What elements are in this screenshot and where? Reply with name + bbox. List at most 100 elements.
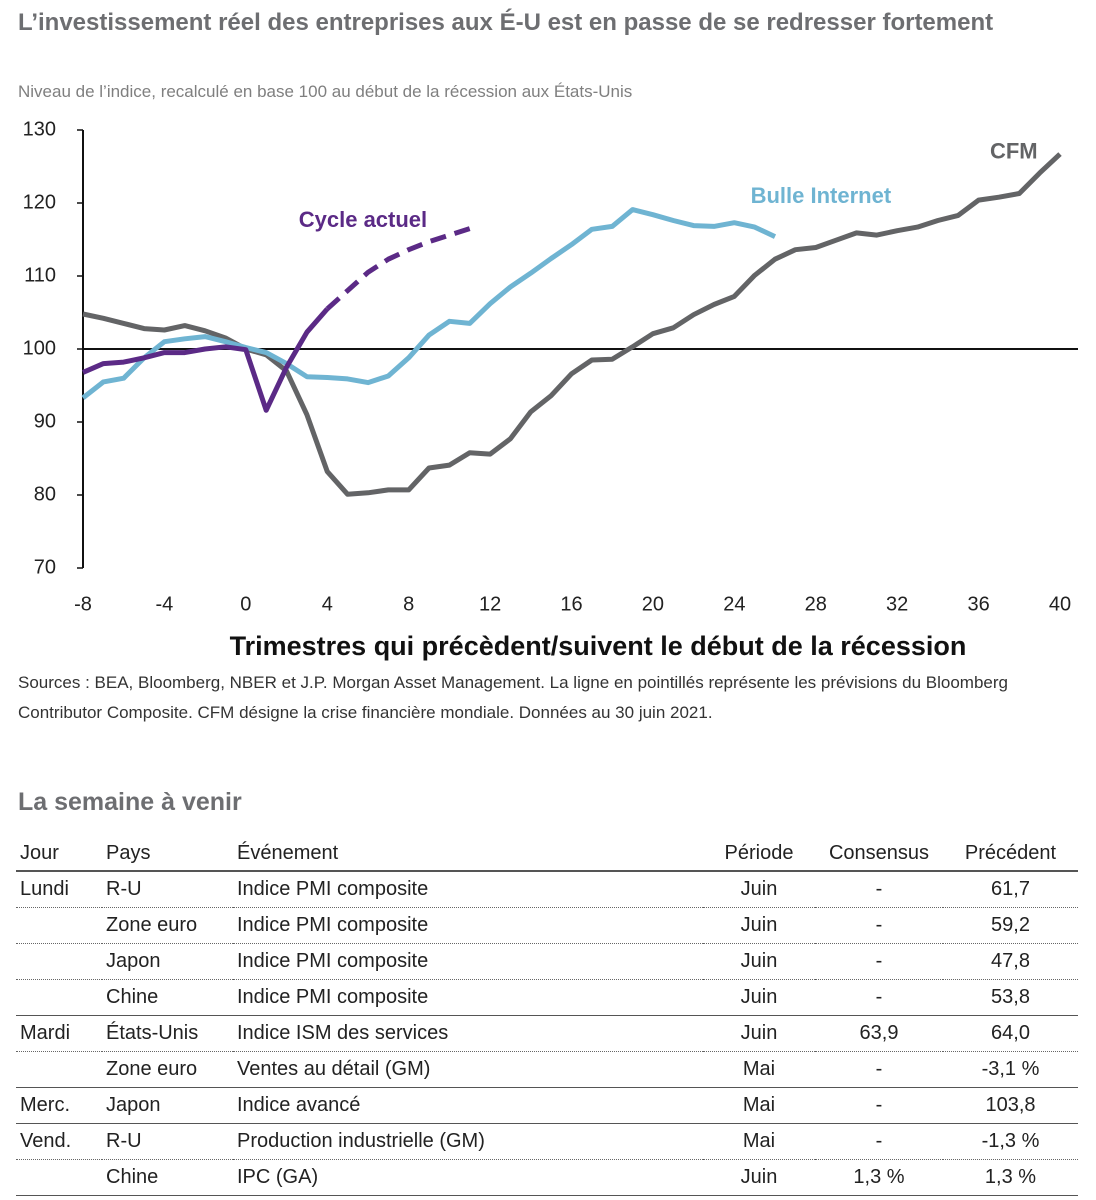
- table-cell: Indice PMI composite: [233, 943, 703, 980]
- table-cell: -: [815, 979, 943, 1016]
- table-cell: Chine: [102, 1159, 233, 1196]
- table-cell: Japon: [102, 1087, 233, 1124]
- x-tick-label: -8: [74, 593, 92, 615]
- chart-subtitle: Niveau de l’indice, recalculé en base 10…: [18, 82, 633, 101]
- table-cell: Juin: [703, 907, 815, 944]
- series-line-forecast: [325, 226, 471, 311]
- table-cell: -1,3 %: [943, 1123, 1078, 1160]
- column-header: Période: [703, 836, 815, 872]
- table-cell: Juin: [703, 1159, 815, 1196]
- table-cell: -: [815, 1051, 943, 1088]
- y-tick-label: 100: [23, 337, 56, 359]
- table-cell: États-Unis: [102, 1015, 233, 1052]
- table-cell: IPC (GA): [233, 1159, 703, 1196]
- series-label: Bulle Internet: [751, 183, 892, 208]
- x-tick-label: 20: [642, 593, 664, 615]
- table-cell: -: [815, 871, 943, 908]
- table-cell: [16, 907, 102, 944]
- table-cell: Zone euro: [102, 1051, 233, 1088]
- y-tick-label: 110: [24, 264, 56, 286]
- table-row: Mardi États-Unis Indice ISM des services Ju…: [16, 1015, 1078, 1052]
- table-cell: Lundi: [16, 871, 102, 908]
- column-header: Pays: [102, 836, 233, 872]
- y-tick-label: 80: [34, 483, 56, 505]
- table-cell: Juin: [703, 943, 815, 980]
- x-tick-label: 40: [1049, 593, 1071, 615]
- table-cell: Indice PMI composite: [233, 979, 703, 1016]
- table-row: Lundi R-U Indice PMI composite Juin -61,7: [16, 871, 1078, 908]
- events-table: Jour Pays Événement Période Consensus Précéde…: [16, 836, 1078, 1196]
- table-cell: [16, 1051, 102, 1088]
- table-cell: 103,8: [943, 1087, 1078, 1124]
- x-tick-label: 0: [240, 593, 251, 615]
- x-tick-label: 28: [805, 593, 827, 615]
- series-label: CFM: [990, 138, 1038, 163]
- table-cell: [16, 943, 102, 980]
- table-cell: R-U: [102, 1123, 233, 1160]
- table-row: Chine IPC (GA) Juin 1,3 % 1,3 %: [16, 1159, 1078, 1196]
- table-cell: Mai: [703, 1051, 815, 1088]
- table-cell: 47,8: [943, 943, 1078, 980]
- table-cell: -: [815, 1123, 943, 1160]
- y-tick-label: 130: [23, 118, 56, 140]
- column-header: Consensus: [815, 836, 943, 872]
- table-row: Chine Indice PMI composite Juin -53,8: [16, 979, 1078, 1016]
- table-cell: Indice ISM des services: [233, 1015, 703, 1052]
- x-tick-label: 36: [967, 593, 989, 615]
- x-tick-label: 16: [560, 593, 582, 615]
- column-header: Précédent: [943, 836, 1078, 872]
- x-tick-label: -4: [156, 593, 174, 615]
- table-header: Jour Pays Événement Période Consensus Précéde…: [16, 836, 1078, 872]
- chart: Trimestres qui précèdent/suivent le débu…: [23, 118, 1078, 661]
- table-cell: Merc.: [16, 1087, 102, 1124]
- table-cell: 61,7: [943, 871, 1078, 908]
- table-cell: Indice PMI composite: [233, 907, 703, 944]
- x-tick-label: 8: [403, 593, 414, 615]
- table-title: La semaine à venir: [18, 788, 242, 816]
- table-cell: 1,3 %: [943, 1159, 1078, 1196]
- table-cell: Mai: [703, 1087, 815, 1124]
- table-row: Merc. Japon Indice avancé Mai -103,8: [16, 1087, 1078, 1124]
- table-cell: Juin: [703, 979, 815, 1016]
- table-row: Zone euro Ventes au détail (GM) Mai - -3,1 %: [16, 1051, 1078, 1088]
- table-cell: Ventes au détail (GM): [233, 1051, 703, 1088]
- table-cell: [16, 979, 102, 1016]
- table-cell: R-U: [102, 871, 233, 908]
- table-cell: Mardi: [16, 1015, 102, 1052]
- table-cell: -: [815, 943, 943, 980]
- table-cell: Juin: [703, 1015, 815, 1052]
- column-header: Jour: [16, 836, 102, 872]
- x-tick-label: 32: [886, 593, 908, 615]
- table-cell: Production industrielle (GM): [233, 1123, 703, 1160]
- table-cell: Indice PMI composite: [233, 871, 703, 908]
- column-header: Événement: [233, 836, 703, 872]
- table-row: Japon Indice PMI composite Juin -47,8: [16, 943, 1078, 980]
- series-line: [82, 307, 330, 413]
- sources-note: Sources : BEA, Bloomberg, NBER et J.P. M…: [18, 673, 1008, 722]
- table-cell: Juin: [703, 871, 815, 908]
- chart-title: L’investissement réel des entreprises au…: [18, 9, 994, 36]
- y-tick-label: 120: [23, 191, 56, 213]
- table-cell: Chine: [102, 979, 233, 1016]
- table-cell: 53,8: [943, 979, 1078, 1016]
- x-tick-label: 12: [479, 593, 501, 615]
- series-label: Cycle actuel: [299, 207, 427, 232]
- table-cell: 63,9: [815, 1015, 943, 1052]
- table-cell: -: [815, 907, 943, 944]
- table-cell: Vend.: [16, 1123, 102, 1160]
- table-cell: [16, 1159, 102, 1196]
- y-tick-label: 70: [34, 556, 56, 578]
- x-tick-label: 24: [723, 593, 745, 615]
- table-row: Zone euro Indice PMI composite Juin -59,2: [16, 907, 1078, 944]
- table-row: Vend. R-U Production industrielle (GM) Mai -…: [16, 1123, 1078, 1160]
- y-tick-label: 90: [34, 410, 56, 432]
- series-line: [81, 207, 777, 400]
- table-cell: -: [815, 1087, 943, 1124]
- x-axis-title: Trimestres qui précèdent/suivent le débu…: [230, 631, 967, 661]
- table-cell: Zone euro: [102, 907, 233, 944]
- table-cell: 59,2: [943, 907, 1078, 944]
- table-cell: -3,1 %: [943, 1051, 1078, 1088]
- table-cell: Japon: [102, 943, 233, 980]
- table-cell: 64,0: [943, 1015, 1078, 1052]
